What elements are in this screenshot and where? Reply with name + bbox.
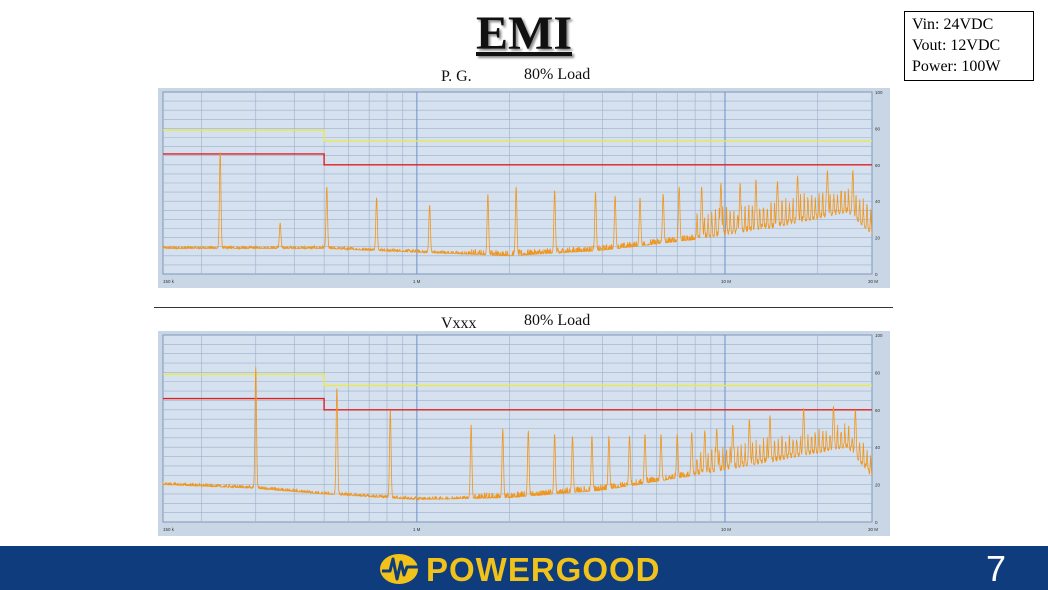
x-tick-label: 1 M	[413, 527, 421, 532]
emission-trace	[162, 152, 873, 257]
brand-name: POWERGOOD	[426, 551, 661, 588]
y-tick-label: 100	[875, 333, 883, 338]
chart-2-name: Vxxx	[441, 315, 477, 332]
x-tick-label: 150 k	[163, 279, 175, 284]
x-tick-label: 1 M	[413, 279, 421, 284]
average-limit-line	[163, 153, 872, 166]
y-tick-label: 60	[875, 408, 881, 413]
emi-chart-vxxx: 100 80 60 40 20 0 150 k 1 M 10 M 30 M	[158, 331, 890, 536]
spec-power: Power: 100W	[912, 58, 1001, 75]
specs-box: Vin: 24VDC Vout: 12VDC Power: 100W	[904, 11, 1034, 81]
y-tick-label: 0	[875, 272, 878, 277]
slide-title: EMI	[476, 7, 572, 60]
y-tick-label: 40	[875, 445, 881, 450]
emission-trace	[162, 366, 873, 502]
footer-bar	[0, 546, 1048, 590]
x-tick-label: 10 M	[721, 527, 731, 532]
quasi-peak-limit-line	[163, 129, 872, 142]
y-tick-label: 40	[875, 199, 881, 204]
brand-logo: POWERGOOD	[378, 551, 708, 588]
y-tick-label: 0	[875, 520, 878, 525]
y-tick-label: 80	[875, 370, 881, 375]
spec-output-voltage: Vout: 12VDC	[912, 37, 1001, 54]
chart-1-name: P. G.	[441, 68, 472, 85]
y-tick-label: 60	[875, 163, 881, 168]
x-tick-label: 30 M	[868, 527, 878, 532]
chart-svg: 100 80 60 40 20 0 150 k 1 M 10 M 30 M	[158, 331, 890, 536]
page-number: 7	[985, 548, 1006, 589]
chart-1-load: 80% Load	[524, 66, 591, 83]
x-tick-label: 30 M	[868, 279, 878, 284]
quasi-peak-limit-line	[163, 373, 872, 387]
average-limit-line	[163, 397, 872, 411]
y-tick-label: 20	[875, 483, 881, 488]
chart-svg: 100 80 60 40 20 0 150 k 1 M 10 M 30 M	[158, 88, 890, 288]
brand-emblem-icon	[380, 554, 418, 584]
y-tick-label: 80	[875, 126, 881, 131]
chart-2-load: 80% Load	[524, 312, 591, 329]
divider-line	[154, 307, 893, 308]
x-tick-label: 150 k	[163, 527, 175, 532]
emi-chart-pg: 100 80 60 40 20 0 150 k 1 M 10 M 30 M	[158, 88, 890, 288]
spec-input-voltage: Vin: 24VDC	[912, 16, 994, 33]
y-tick-label: 100	[875, 90, 883, 95]
y-tick-label: 20	[875, 236, 881, 241]
x-tick-label: 10 M	[721, 279, 731, 284]
